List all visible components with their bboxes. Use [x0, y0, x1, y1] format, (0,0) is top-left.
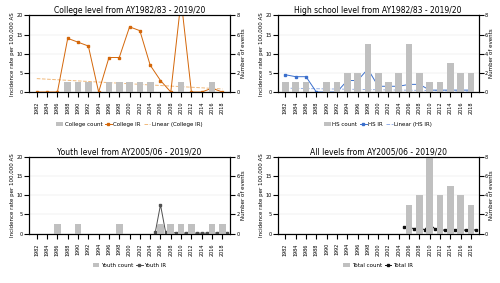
Bar [447, 186, 454, 233]
Title: High school level from AY1982/83 - 2019/20: High school level from AY1982/83 - 2019/… [294, 6, 462, 14]
Bar [106, 82, 112, 92]
Bar [416, 195, 423, 233]
Bar [54, 224, 61, 233]
Bar [406, 44, 412, 92]
Legend: Total count, Total IR: Total count, Total IR [341, 261, 415, 270]
Bar [64, 82, 71, 92]
Bar [324, 82, 330, 92]
Bar [208, 82, 216, 92]
Bar [334, 82, 340, 92]
Bar [302, 82, 310, 92]
Title: Youth level from AY2005/06 - 2019/20: Youth level from AY2005/06 - 2019/20 [58, 147, 202, 156]
Bar [147, 82, 154, 92]
Title: College level from AY1982/83 - 2019/20: College level from AY1982/83 - 2019/20 [54, 6, 206, 14]
Bar [74, 224, 82, 233]
Bar [426, 82, 433, 92]
Bar [74, 82, 82, 92]
Bar [447, 63, 454, 92]
Bar [375, 73, 382, 92]
Y-axis label: Number of events: Number of events [490, 170, 494, 220]
Bar [396, 73, 402, 92]
Bar [168, 224, 174, 233]
Bar [436, 195, 444, 233]
Bar [406, 205, 412, 233]
Bar [458, 195, 464, 233]
Legend: College count, College IR, Linear (College IR): College count, College IR, Linear (Colle… [54, 119, 205, 129]
Bar [116, 82, 122, 92]
Bar [458, 73, 464, 92]
Bar [344, 73, 350, 92]
Bar [468, 205, 474, 233]
Bar [188, 224, 195, 233]
Y-axis label: Number of events: Number of events [241, 170, 246, 220]
Bar [178, 82, 184, 92]
Bar [416, 73, 423, 92]
Bar [354, 73, 361, 92]
Bar [208, 224, 216, 233]
Legend: Youth count, Youth IR: Youth count, Youth IR [90, 261, 168, 270]
Bar [136, 82, 143, 92]
Bar [85, 82, 91, 92]
Bar [116, 224, 122, 233]
Legend: HS count, HS IR, Linear (HS IR): HS count, HS IR, Linear (HS IR) [322, 119, 434, 129]
Y-axis label: Number of events: Number of events [241, 29, 246, 78]
Bar [364, 44, 371, 92]
Bar [282, 82, 289, 92]
Bar [126, 82, 133, 92]
Bar [426, 147, 433, 233]
Bar [292, 82, 299, 92]
Y-axis label: Incidence rate per 100,000 AS: Incidence rate per 100,000 AS [10, 12, 15, 96]
Y-axis label: Incidence rate per 100,000 AS: Incidence rate per 100,000 AS [259, 153, 264, 237]
Bar [219, 224, 226, 233]
Y-axis label: Incidence rate per 100,000 AS: Incidence rate per 100,000 AS [259, 12, 264, 96]
Bar [468, 73, 474, 92]
Title: All levels from AY2005/06 - 2019/20: All levels from AY2005/06 - 2019/20 [310, 147, 446, 156]
Bar [178, 224, 184, 233]
Bar [436, 82, 444, 92]
Y-axis label: Number of events: Number of events [490, 29, 494, 78]
Bar [157, 224, 164, 233]
Bar [385, 82, 392, 92]
Y-axis label: Incidence rate per 100,000 AS: Incidence rate per 100,000 AS [10, 153, 15, 237]
